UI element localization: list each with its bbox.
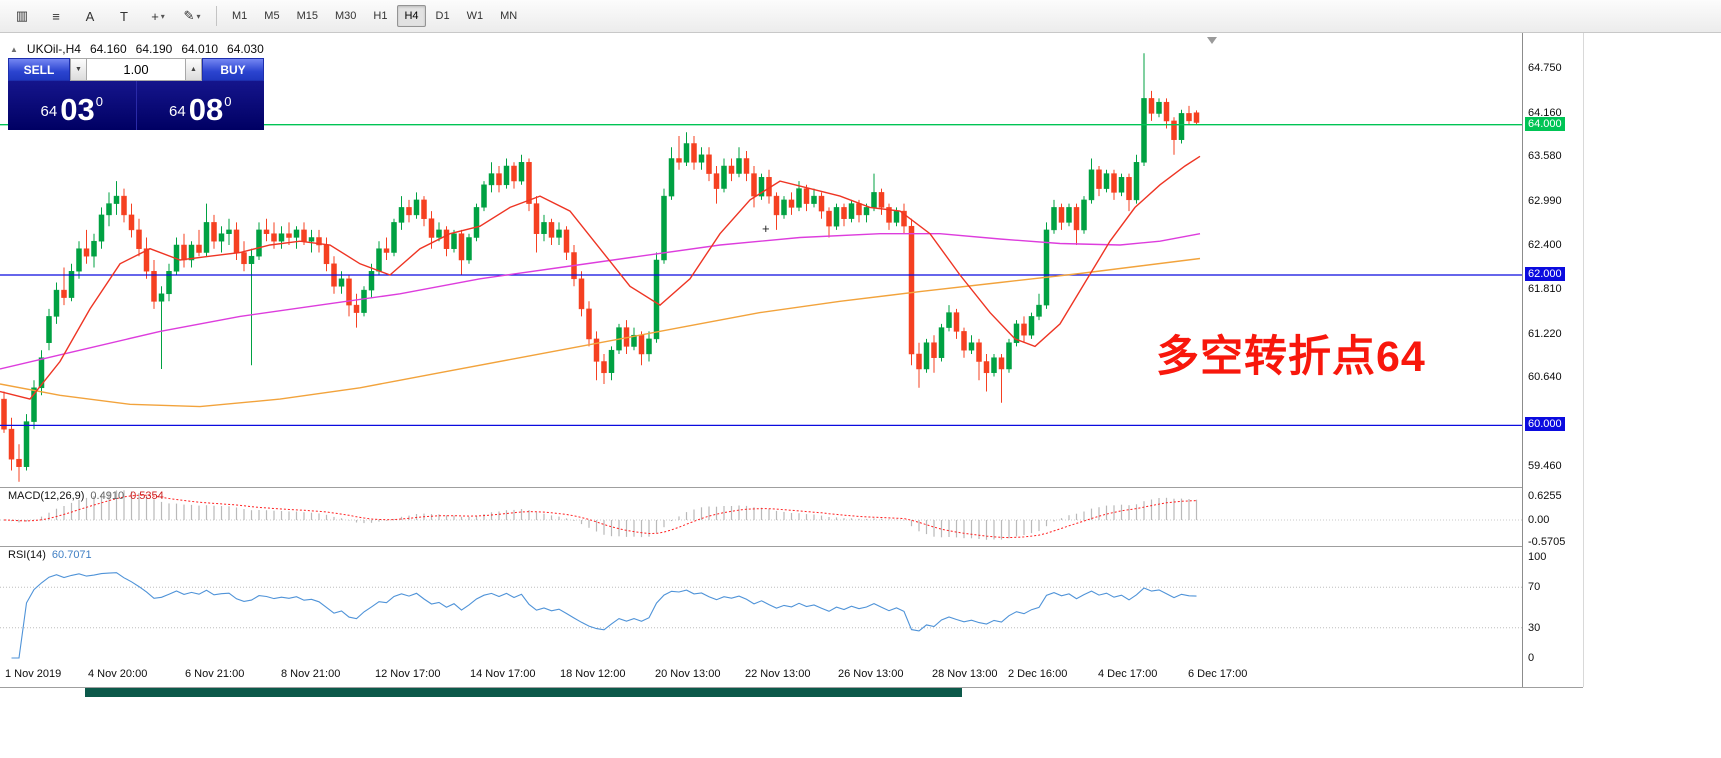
- time-axis-label: 4 Dec 17:00: [1098, 668, 1158, 680]
- time-axis-label: 18 Nov 12:00: [560, 668, 626, 680]
- timeframe-button-d1[interactable]: D1: [435, 10, 450, 22]
- open-value: 64.160: [89, 42, 127, 56]
- main-chart-canvas[interactable]: [0, 33, 1522, 487]
- time-axis-label: 28 Nov 13:00: [932, 668, 998, 680]
- drawing-tools-icon[interactable]: ✎ ▾: [183, 8, 201, 23]
- bid-ask-display: 64 03 0 64 08 0: [8, 81, 264, 130]
- timeframe-button-m1[interactable]: M1: [232, 10, 248, 22]
- timeframe-button-m30[interactable]: M30: [334, 10, 357, 22]
- price-axis-tick: 64.160: [1528, 106, 1562, 119]
- collapse-arrow-icon[interactable]: ▲: [10, 44, 18, 54]
- sell-price-base: 64: [40, 103, 58, 120]
- time-axis-label: 2 Dec 16:00: [1008, 668, 1068, 680]
- volume-down-button[interactable]: ▼: [70, 58, 87, 81]
- macd-panel-canvas[interactable]: [0, 487, 1522, 546]
- chart-tools-group: ▥ ≡ A T + ▾ ✎ ▾: [6, 4, 208, 28]
- macd-axis-tick: -0.5705: [1528, 535, 1566, 548]
- chart-text-annotation: 多空转折点64: [1156, 333, 1426, 381]
- close-value: 64.030: [227, 42, 264, 56]
- price-axis-tick: 61.810: [1528, 283, 1562, 296]
- chevron-down-icon: ▾: [196, 11, 201, 21]
- main-toolbar: ▥ ≡ A T + ▾ ✎ ▾ M1 M5 M15 M30 H1 H4 D1 W1 MN: [0, 0, 1721, 33]
- price-tag-64.000: 64.000: [1525, 116, 1565, 131]
- sell-price-big: 03: [60, 92, 95, 128]
- timeframe-button-h1[interactable]: H1: [373, 10, 388, 22]
- timeframe-button-w1[interactable]: W1: [466, 10, 484, 22]
- time-axis-label: 14 Nov 17:00: [470, 668, 536, 680]
- macd-name: MACD(12,26,9): [8, 490, 85, 502]
- time-axis[interactable]: 1 Nov 2019 4 Nov 20:00 6 Nov 21:00 8 Nov 21…: [0, 663, 1522, 687]
- price-axis[interactable]: 64.750 64.160 63.580 62.990 62.400 61.810 61.2…: [1522, 33, 1584, 687]
- volume-up-button[interactable]: ▲: [185, 58, 202, 81]
- rsi-panel-canvas[interactable]: [0, 546, 1522, 663]
- panel-separator: [0, 687, 1583, 688]
- buy-price-big: 08: [188, 92, 224, 128]
- rsi-axis-tick: 0: [1528, 652, 1535, 664]
- price-axis-tick: 62.400: [1528, 238, 1562, 251]
- buy-price-sup: 0: [224, 94, 232, 109]
- price-tag-60.000: 60.000: [1525, 417, 1565, 432]
- one-click-trading-panel: SELL ▼ 1.00 ▲ BUY 64 03 0 64 08 0: [8, 58, 264, 130]
- price-axis-tick: 64.750: [1528, 62, 1562, 75]
- timeframe-button-m5[interactable]: M5: [264, 10, 280, 22]
- high-value: 64.190: [135, 42, 173, 56]
- price-axis-tick: 60.640: [1528, 371, 1562, 384]
- time-axis-label: 8 Nov 21:00: [281, 668, 341, 680]
- rsi-name: RSI(14): [8, 549, 46, 561]
- sell-button[interactable]: SELL: [8, 58, 70, 81]
- timeframe-button-mn[interactable]: MN: [500, 10, 518, 22]
- rsi-axis-tick: 70: [1528, 581, 1541, 594]
- timeframe-button-m15[interactable]: M15: [296, 10, 318, 22]
- panel-separator: [0, 487, 1583, 488]
- rsi-indicator-label: RSI(14) 60.7071: [8, 549, 92, 561]
- macd-axis-tick: 0.00: [1528, 514, 1550, 526]
- sell-price-display[interactable]: 64 03 0: [8, 81, 136, 130]
- time-axis-label: 1 Nov 2019: [5, 668, 62, 680]
- low-value: 64.010: [181, 42, 219, 56]
- price-axis-tick: 61.220: [1528, 327, 1562, 340]
- macd-main-value: 0.4910: [90, 490, 125, 502]
- timeframe-button-h4[interactable]: H4: [397, 5, 426, 27]
- panel-separator: [0, 546, 1583, 547]
- chevron-up-icon: ▲: [190, 66, 197, 73]
- rsi-value: 60.7071: [51, 549, 92, 561]
- candlestick-chart-icon[interactable]: ▥: [15, 8, 29, 23]
- sell-price-sup: 0: [95, 94, 103, 109]
- crosshair-tool-icon[interactable]: + ▾: [151, 8, 165, 24]
- symbol-timeframe-label: UKOil-,H4: [26, 42, 81, 56]
- bottom-taskbar-strip: [85, 688, 962, 697]
- buy-button[interactable]: BUY: [202, 58, 264, 81]
- rsi-axis-tick: 100: [1528, 551, 1547, 563]
- macd-indicator-label: MACD(12,26,9) 0.4910 0.5354: [8, 490, 164, 502]
- time-axis-label: 6 Nov 21:00: [185, 668, 245, 680]
- price-tag-62.000: 62.000: [1525, 267, 1565, 282]
- chart-shift-marker-icon[interactable]: [1207, 37, 1217, 44]
- crosshair-marker-icon: +: [762, 221, 770, 236]
- time-axis-label: 26 Nov 13:00: [838, 668, 904, 680]
- time-axis-label: 12 Nov 17:00: [375, 668, 441, 680]
- text-label-icon[interactable]: A: [85, 8, 95, 24]
- time-axis-label: 22 Nov 13:00: [745, 668, 811, 680]
- text-tool-icon[interactable]: T: [120, 8, 128, 24]
- time-axis-label: 20 Nov 13:00: [655, 668, 721, 680]
- price-axis-tick: 62.990: [1528, 194, 1562, 207]
- macd-signal-value: 0.5354: [130, 490, 164, 502]
- chevron-down-icon: ▼: [75, 66, 82, 73]
- macd-axis-tick: 0.6255: [1528, 489, 1562, 502]
- volume-input[interactable]: 1.00: [87, 58, 185, 81]
- price-axis-tick: 63.580: [1528, 150, 1562, 163]
- price-axis-tick: 59.460: [1528, 459, 1562, 472]
- chart-ohlc-header: ▲ UKOil-,H4 64.160 64.190 64.010 64.030: [10, 42, 264, 56]
- timeframe-group: M1 M5 M15 M30 H1 H4 D1 W1 MN: [225, 5, 525, 27]
- buy-price-base: 64: [169, 103, 186, 120]
- buy-price-display[interactable]: 64 08 0: [135, 81, 265, 130]
- chevron-down-icon: ▾: [160, 11, 165, 21]
- time-axis-label: 4 Nov 20:00: [88, 668, 148, 680]
- toolbar-separator: [216, 6, 217, 26]
- time-axis-label: 6 Dec 17:00: [1188, 668, 1248, 680]
- indicator-list-icon[interactable]: ≡: [52, 8, 60, 24]
- rsi-axis-tick: 30: [1528, 621, 1541, 634]
